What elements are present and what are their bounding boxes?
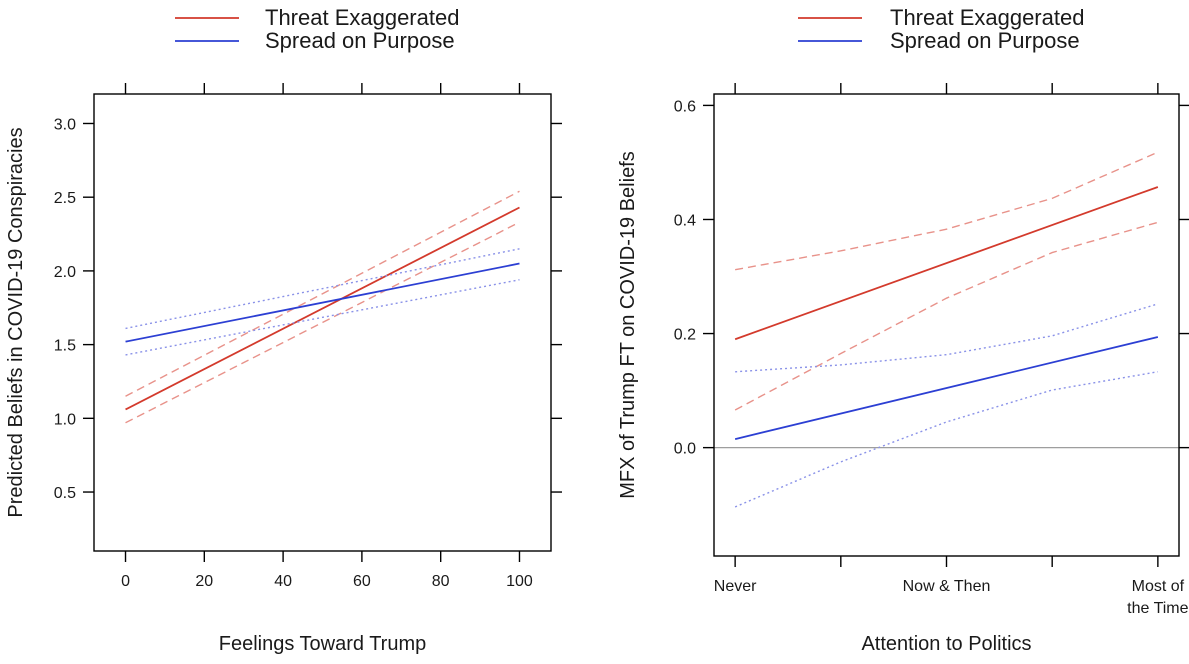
series-line-4 xyxy=(734,336,1159,440)
x-tick-label: 100 xyxy=(506,573,533,590)
x-axis-label: Feelings Toward Trump xyxy=(219,633,427,655)
ci-band-line-5 xyxy=(125,279,520,356)
x-tick-label-line: 100 xyxy=(506,573,533,590)
ci-band-line-2 xyxy=(734,221,1159,411)
y-tick-label: 0.4 xyxy=(674,212,696,229)
y-tick-label: 2.5 xyxy=(54,190,76,207)
series-line-4 xyxy=(125,262,520,343)
legend-label: Threat Exaggerated xyxy=(265,5,459,30)
series-line-1 xyxy=(734,186,1159,341)
y-tick-label: 0.6 xyxy=(674,98,696,115)
ci-band-line-6 xyxy=(125,248,520,330)
ci-band-line-6 xyxy=(735,303,1159,373)
x-tick-label: 60 xyxy=(353,573,371,590)
x-tick-label: 80 xyxy=(432,573,450,590)
chart-panel-1: 0 20 40 60 80 100 0.5 1.0 1.5 2.0 2.5 3.0 Feelings T… xyxy=(5,5,562,655)
y-tick-label: 1.0 xyxy=(54,411,76,428)
ci-band-line-3 xyxy=(735,151,1159,271)
x-tick-label-line: 80 xyxy=(432,573,450,590)
x-tick-label-line: 40 xyxy=(274,573,292,590)
x-tick-label-line: Now & Then xyxy=(903,578,991,595)
x-tick-label: Now & Then xyxy=(903,578,991,595)
x-tick-label: Most of the Time xyxy=(1127,578,1188,617)
plot-frame xyxy=(713,93,1180,557)
x-tick-label-line: 60 xyxy=(353,573,371,590)
x-tick-label-line: 20 xyxy=(195,573,213,590)
y-tick-label: 3.0 xyxy=(54,116,76,133)
x-tick-label: 40 xyxy=(274,573,292,590)
chart-panel-2: Never Now & Then Most of the Time 0.0 0.2 0.4 0… xyxy=(617,5,1189,655)
x-tick-label-line: 0 xyxy=(121,573,130,590)
y-axis-label: Predicted Beliefs in COVID-19 Conspiraci… xyxy=(5,127,27,517)
x-axis-label: Attention to Politics xyxy=(861,633,1031,655)
y-tick-label: 0.0 xyxy=(674,441,696,458)
y-tick-label: 1.5 xyxy=(54,338,76,355)
plot-frame xyxy=(93,93,552,552)
y-tick-label: 0.2 xyxy=(674,327,696,344)
legend-label: Spread on Purpose xyxy=(265,28,455,53)
y-tick-label: 0.5 xyxy=(54,485,76,502)
x-tick-label: 0 xyxy=(121,573,130,590)
y-tick-label: 2.0 xyxy=(54,264,76,281)
x-tick-label: Never xyxy=(714,578,757,595)
legend-label: Threat Exaggerated xyxy=(890,5,1084,30)
x-tick-label: 20 xyxy=(195,573,213,590)
ci-band-line-5 xyxy=(734,371,1158,508)
series-line-1 xyxy=(125,206,520,411)
legend-label: Spread on Purpose xyxy=(890,28,1080,53)
x-tick-label-line: the Time xyxy=(1127,600,1188,617)
x-tick-label-line: Most of xyxy=(1132,578,1185,595)
ci-band-line-3 xyxy=(125,190,520,397)
x-tick-label-line: Never xyxy=(714,578,757,595)
ci-band-line-2 xyxy=(125,221,520,424)
y-axis-label: MFX of Trump FT on COVID-19 Beliefs xyxy=(617,151,639,499)
